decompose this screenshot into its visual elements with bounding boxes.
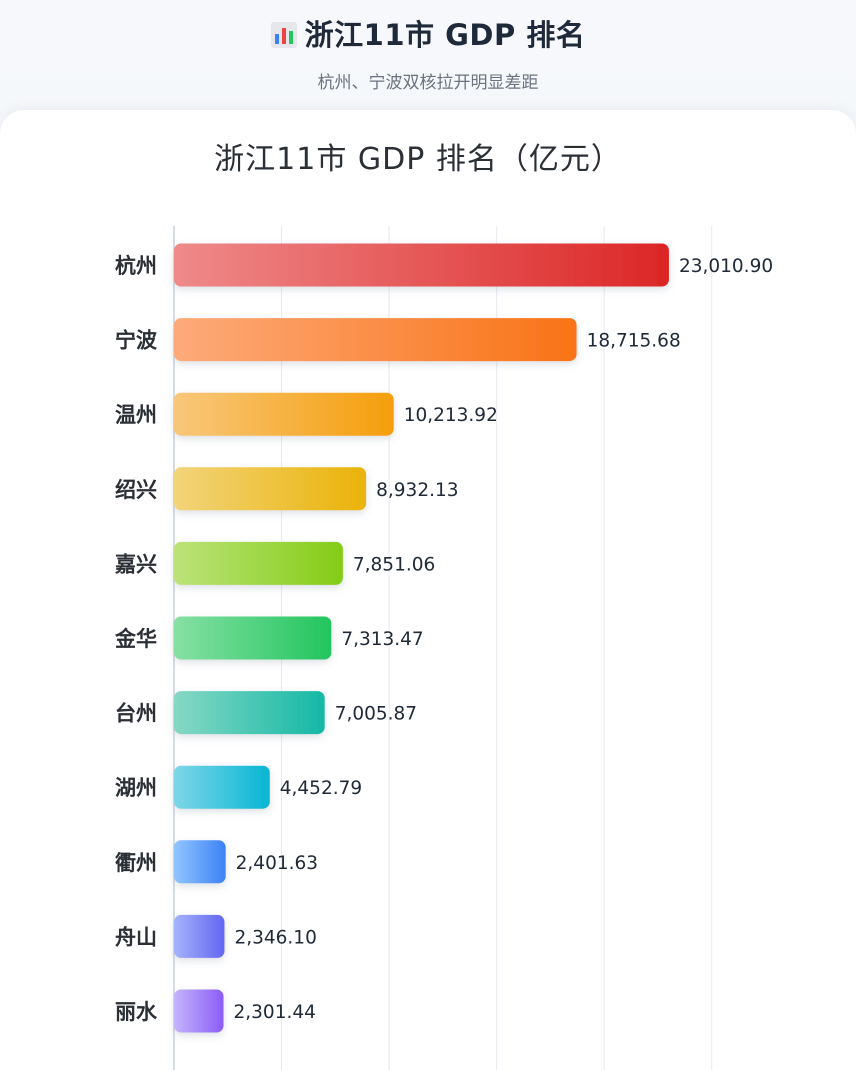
bar-chart: 杭州 23,010.90 宁波 18,715.68 温州 10,213.92 绍兴 8,932… — [114, 226, 773, 1070]
page-header: 浙江11市 GDP 排名 杭州、宁波双核拉开明显差距 — [0, 0, 856, 110]
value-label: 2,346.10 — [234, 927, 316, 948]
value-label: 23,010.90 — [679, 256, 773, 277]
category-label: 舟山 — [115, 925, 157, 949]
bar-4 — [174, 541, 343, 585]
bar-10 — [174, 989, 224, 1033]
value-label: 7,851.06 — [353, 554, 435, 575]
value-label: 2,401.63 — [236, 853, 318, 874]
category-label: 嘉兴 — [115, 552, 157, 576]
bar-0 — [174, 243, 669, 287]
bar-7 — [174, 765, 270, 809]
chart-card: 浙江11市 GDP 排名（亿元） 杭州 23,010.90 宁波 18,715.68 温… — [0, 110, 856, 1070]
value-label: 7,005.87 — [335, 704, 417, 725]
page-title: 浙江11市 GDP 排名 — [0, 0, 856, 54]
category-label: 湖州 — [115, 776, 157, 800]
bar-2 — [174, 392, 394, 436]
bar-5 — [174, 616, 332, 660]
bar-1 — [174, 318, 577, 362]
category-label: 绍兴 — [115, 478, 157, 502]
category-label: 宁波 — [115, 329, 158, 353]
chart-title: 浙江11市 GDP 排名（亿元） — [214, 142, 622, 177]
bar-8 — [174, 840, 226, 884]
value-label: 10,213.92 — [404, 405, 498, 426]
page-subtitle: 杭州、宁波双核拉开明显差距 — [317, 73, 539, 93]
bar-3 — [174, 467, 367, 511]
category-label: 温州 — [115, 403, 157, 427]
value-label: 2,301.44 — [234, 1002, 316, 1023]
category-label: 杭州 — [115, 254, 157, 278]
value-label: 4,452.79 — [280, 778, 362, 799]
bar-6 — [174, 691, 325, 735]
category-label: 丽水 — [115, 1000, 158, 1024]
bar-9 — [174, 914, 225, 958]
category-label: 衢州 — [115, 851, 157, 875]
value-label: 8,932.13 — [376, 480, 458, 501]
value-label: 7,313.47 — [341, 629, 423, 650]
category-label: 金华 — [114, 627, 157, 651]
category-label: 台州 — [115, 702, 157, 726]
bar-chart-icon — [270, 22, 297, 48]
value-label: 18,715.68 — [587, 331, 681, 352]
page-title-text: 浙江11市 GDP 排名 — [304, 18, 586, 52]
